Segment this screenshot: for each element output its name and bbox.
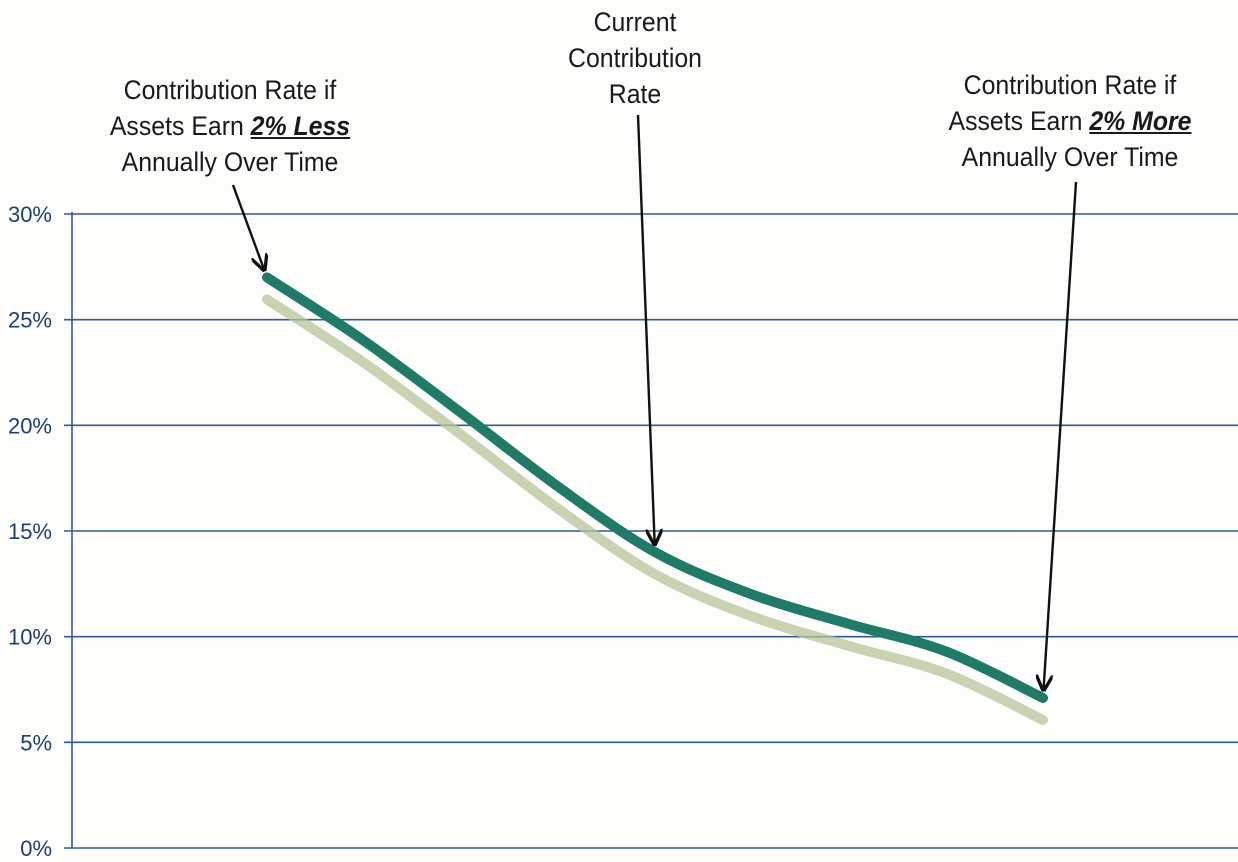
annotation-current: Current Contribution Rate [543, 4, 727, 112]
annotation-arrow-current [636, 114, 655, 544]
annotation-arrow-less [231, 184, 264, 270]
y-tick-label: 10% [8, 625, 52, 650]
annotation-more-line-2: Assets Earn [948, 106, 1090, 136]
y-tick-label: 25% [8, 308, 52, 333]
series-line [262, 272, 1048, 703]
annotation-more-line-1: Contribution Rate if [963, 70, 1177, 100]
annotation-less-line-1: Contribution Rate if [123, 75, 337, 105]
annotation-less-emphasis: 2% Less [250, 111, 351, 141]
annotation-less: Contribution Rate if Assets Earn 2% Less… [101, 72, 359, 180]
annotation-current-line-3: Rate [608, 79, 662, 109]
annotation-arrows [231, 114, 1078, 690]
gridlines [64, 213, 1238, 849]
annotation-current-line-1: Current [593, 7, 677, 37]
y-tick-label: 20% [8, 413, 52, 438]
annotation-more-emphasis: 2% More [1089, 106, 1192, 136]
annotation-less-line-3: Annually Over Time [121, 147, 339, 177]
series-layer [262, 272, 1048, 725]
y-tick-label: 30% [8, 202, 52, 227]
annotation-more-line-3: Annually Over Time [961, 142, 1179, 172]
annotation-current-line-2: Contribution [568, 43, 702, 73]
y-tick-label: 0% [20, 836, 52, 861]
annotation-more: Contribution Rate if Assets Earn 2% More… [937, 67, 1204, 175]
y-tick-label: 15% [8, 519, 52, 544]
annotation-less-line-2: Assets Earn [109, 111, 251, 141]
annotation-arrow-more [1044, 181, 1078, 690]
series-line-shadow [262, 294, 1048, 725]
y-tick-label: 5% [20, 730, 52, 755]
y-tick-labels: 0% 5% 10% 15% 20% 25% 30% [8, 202, 52, 861]
